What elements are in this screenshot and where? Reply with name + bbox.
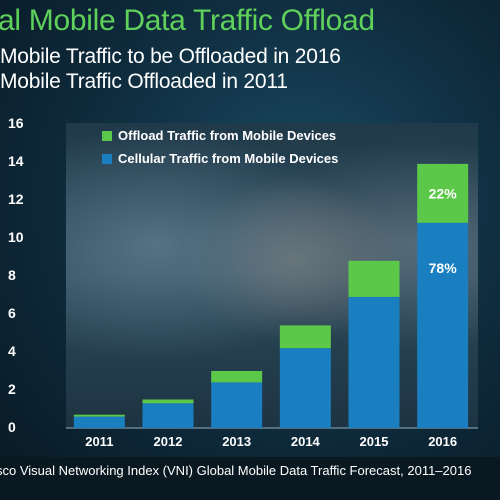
subtitle-2016-text: Mobile Traffic to be Offloaded in 2016: [0, 45, 341, 68]
y-tick-label: 0: [8, 419, 16, 435]
y-tick-label: 4: [8, 343, 16, 359]
bar-offload-2013: [211, 371, 263, 383]
y-tick-label: 6: [8, 305, 16, 321]
y-tick-label: 14: [8, 153, 24, 169]
legend-cellular-swatch: [102, 154, 112, 164]
y-tick-label: 10: [8, 229, 24, 245]
subtitle-2011: Mobile Traffic Offloaded in 2011: [0, 70, 288, 94]
x-tick-label: 2012: [154, 434, 183, 449]
bar-cellular-2011: [73, 416, 125, 428]
bar-offload-2016: [417, 163, 469, 223]
y-tick-label: 16: [8, 115, 24, 131]
subtitle-2011-text: Mobile Traffic Offloaded in 2011: [0, 70, 288, 93]
legend-cellular-label: Cellular Traffic from Mobile Devices: [118, 151, 339, 166]
background-photo: [66, 123, 478, 428]
bar-cellular-2013: [211, 382, 263, 428]
y-tick-label: 12: [8, 191, 24, 207]
cellular-share-label: 78%: [429, 260, 458, 276]
legend-cellular: Cellular Traffic from Mobile Devices: [102, 151, 338, 166]
legend-offload: Offload Traffic from Mobile Devices: [102, 128, 336, 143]
y-tick-label: 2: [8, 381, 16, 397]
x-tick-label: 2015: [360, 434, 389, 449]
y-tick-label: 8: [8, 267, 16, 283]
x-tick-label: 2011: [85, 434, 113, 449]
bar-cellular-2012: [142, 403, 194, 428]
bar-cellular-2015: [348, 296, 400, 428]
bar-offload-2011: [73, 414, 125, 417]
bar-cellular-2014: [279, 348, 331, 428]
source-footnote: sco Visual Networking Index (VNI) Global…: [0, 463, 472, 478]
bar-offload-2014: [279, 325, 331, 349]
bar-offload-2012: [142, 399, 194, 404]
slide-title: al Mobile Data Traffic Offload: [0, 4, 375, 37]
bar-offload-2015: [348, 260, 400, 297]
x-tick-label: 2016: [428, 434, 457, 449]
subtitle-2016: Mobile Traffic to be Offloaded in 2016: [0, 45, 341, 69]
x-tick-label: 2014: [291, 434, 321, 449]
bar-chart: 2011 2012 2013 2014 2015 2016 22% 78%: [66, 163, 478, 449]
x-tick-label: 2013: [222, 434, 251, 449]
footer-bar: [0, 457, 500, 500]
legend-offload-label: Offload Traffic from Mobile Devices: [118, 128, 337, 143]
legend-offload-swatch: [102, 131, 112, 141]
offload-share-label: 22%: [429, 185, 458, 201]
bar-cellular-2016: [417, 222, 469, 428]
